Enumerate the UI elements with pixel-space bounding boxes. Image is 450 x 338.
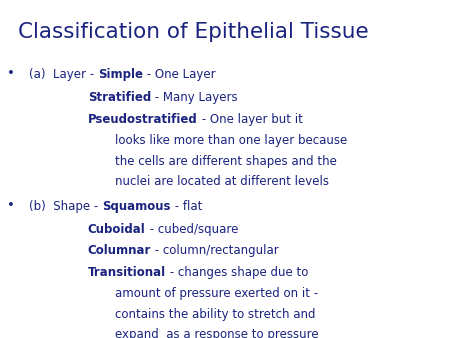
Text: - flat: - flat [171,200,202,213]
Text: Cuboidal: Cuboidal [88,223,145,236]
Text: amount of pressure exerted on it -: amount of pressure exerted on it - [115,287,318,299]
Text: Pseudostratified: Pseudostratified [88,113,198,126]
Text: Squamous: Squamous [102,200,171,213]
Text: expand  as a response to pressure: expand as a response to pressure [115,328,319,338]
Text: - One Layer: - One Layer [143,68,216,80]
Text: •: • [7,67,14,79]
Text: (b)  Shape -: (b) Shape - [29,200,102,213]
Text: the cells are different shapes and the: the cells are different shapes and the [115,155,337,168]
Text: - column/rectangular: - column/rectangular [151,244,279,257]
Text: Stratified: Stratified [88,91,151,104]
Text: Classification of Epithelial Tissue: Classification of Epithelial Tissue [18,22,369,42]
Text: - Many Layers: - Many Layers [151,91,238,104]
Text: - changes shape due to: - changes shape due to [166,266,308,279]
Text: - cubed/square: - cubed/square [145,223,238,236]
Text: (a)  Layer -: (a) Layer - [29,68,98,80]
Text: Columnar: Columnar [88,244,151,257]
Text: •: • [7,199,14,212]
Text: nuclei are located at different levels: nuclei are located at different levels [115,175,329,188]
Text: - One layer but it: - One layer but it [198,113,302,126]
Text: Transitional: Transitional [88,266,166,279]
Text: Simple: Simple [98,68,143,80]
Text: looks like more than one layer because: looks like more than one layer because [115,134,347,147]
Text: contains the ability to stretch and: contains the ability to stretch and [115,308,315,320]
